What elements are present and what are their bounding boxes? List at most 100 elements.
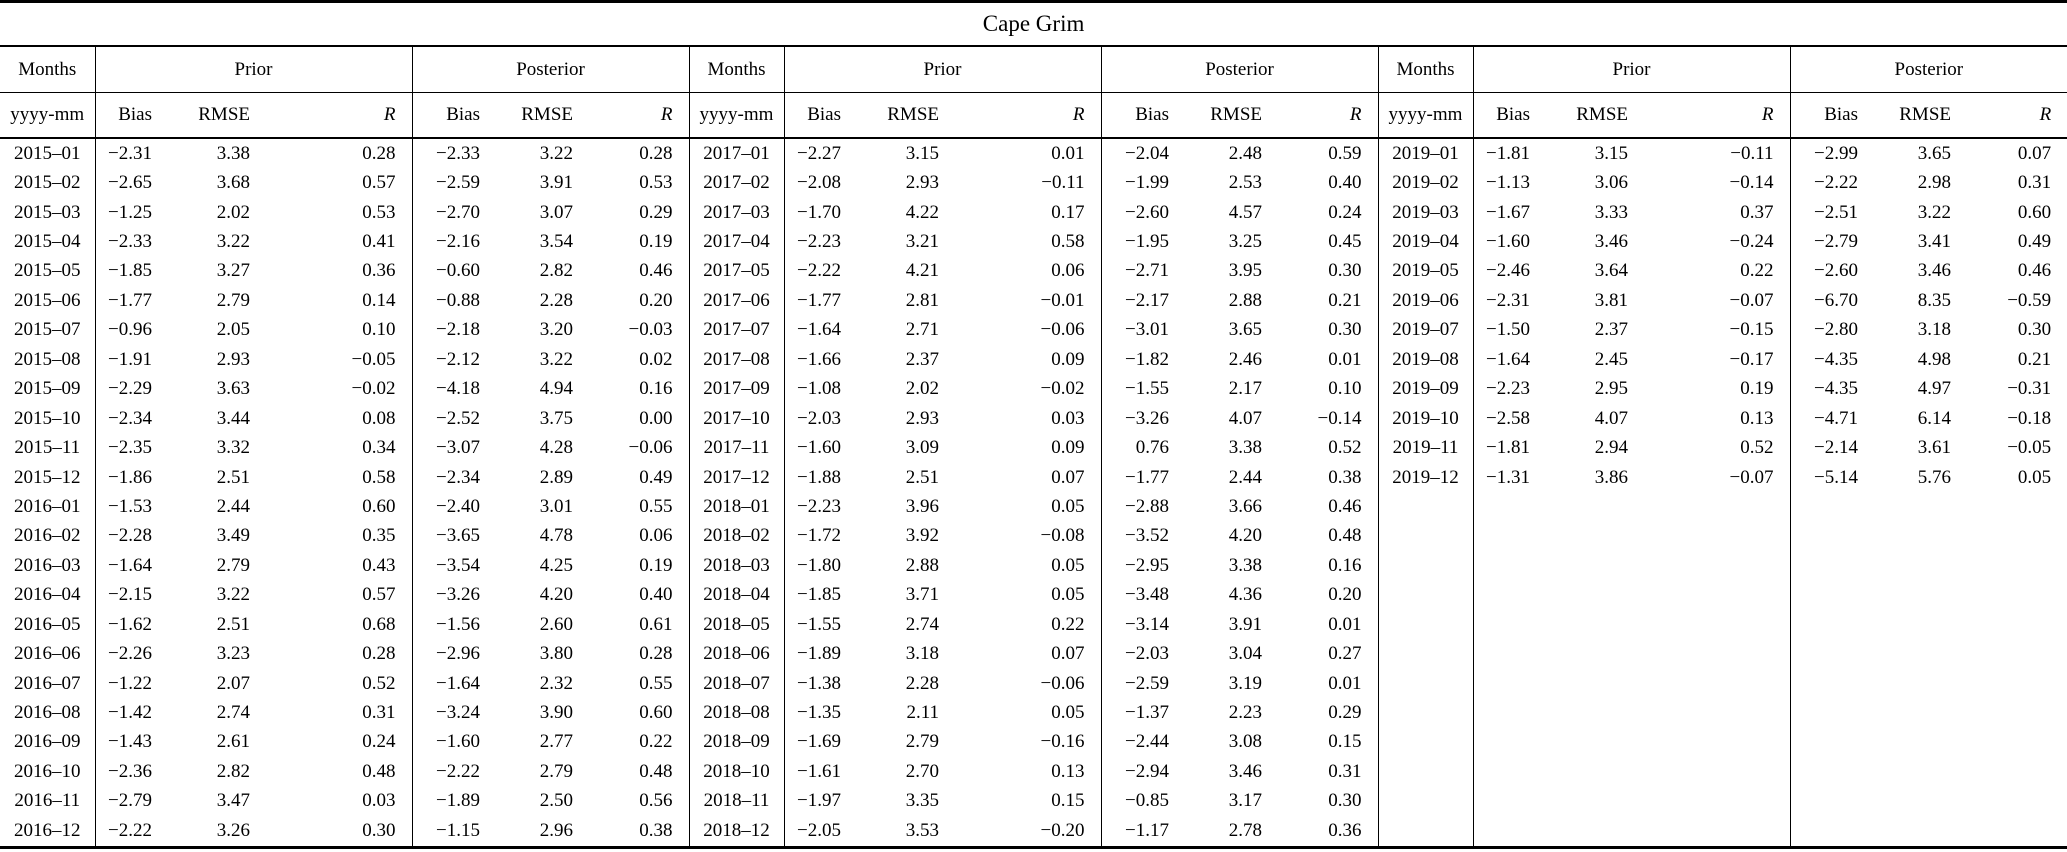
cell-prior-bias: [1473, 492, 1546, 521]
cell-posterior-bias: −1.56: [436, 613, 480, 635]
cell-posterior-rmse: 2.88: [1228, 289, 1262, 311]
cell-posterior-rmse: 3.22: [1917, 201, 1951, 223]
cell-posterior-rmse: 3.18: [1917, 319, 1951, 341]
cell-posterior-rmse: [1874, 669, 1967, 698]
cell-posterior-rmse: 2.23: [1228, 702, 1262, 724]
cell-posterior-r: [1967, 669, 2067, 698]
cell-posterior-r: [1967, 757, 2067, 786]
cell-prior-rmse: 3.15: [905, 142, 939, 164]
cell-prior-rmse: 3.38: [216, 142, 250, 164]
cell-prior-bias: −2.65: [108, 172, 152, 194]
cell-prior-rmse: [1546, 522, 1644, 551]
cell-posterior-bias: −2.04: [1125, 142, 1169, 164]
cell-prior-rmse: 2.94: [1594, 437, 1628, 459]
cell-month: 2016–11: [0, 786, 96, 817]
cell-posterior-r: 0.16: [589, 374, 690, 404]
cell-posterior-rmse: [1874, 639, 1967, 668]
cell-prior-bias: −1.66: [797, 348, 841, 370]
cell-posterior-r: 0.01: [1278, 610, 1379, 640]
cell-posterior-r: 0.55: [589, 668, 690, 699]
cell-prior-r: [1644, 610, 1791, 640]
cell-posterior-bias: −2.34: [436, 466, 480, 488]
cell-posterior-r: 0.53: [589, 168, 690, 198]
cell-prior-bias: −1.53: [108, 495, 152, 517]
cell-month: 2015–09: [0, 374, 96, 404]
cell-posterior-rmse: 3.41: [1917, 231, 1951, 253]
cell-prior-bias: −1.70: [797, 201, 841, 223]
cell-posterior-r: 0.21: [1278, 286, 1379, 316]
cell-prior-r: 0.10: [266, 315, 413, 346]
cell-month: 2018–09: [689, 727, 785, 758]
cell-month: 2015–11: [0, 433, 96, 463]
cell-posterior-rmse: 3.65: [1228, 319, 1262, 341]
cell-month: [1378, 727, 1474, 758]
cell-prior-r: 0.22: [1644, 256, 1791, 287]
cell-posterior-bias: −3.54: [436, 554, 480, 576]
cell-month: 2015–12: [0, 462, 96, 493]
cell-posterior-r: 0.15: [1278, 727, 1379, 758]
cell-posterior-r: 0.21: [2017, 348, 2052, 370]
cell-posterior-bias: −2.18: [436, 319, 480, 341]
cell-posterior-bias: −2.95: [1125, 554, 1169, 576]
cell-posterior-bias: [1790, 669, 1874, 698]
cell-prior-rmse: 2.51: [216, 613, 250, 635]
cell-posterior-bias: −1.82: [1125, 348, 1169, 370]
cell-month: 2019–10: [1378, 403, 1474, 434]
cell-posterior-rmse: 4.28: [539, 437, 573, 459]
cell-prior-r: 0.30: [266, 816, 413, 847]
cell-prior-r: [1644, 816, 1791, 847]
cell-prior-r: 0.01: [955, 138, 1102, 169]
table-body: 2015–01 −2.31 3.38 0.28 −2.33 3.22 0.28 2017–01…: [0, 138, 2067, 847]
cell-month: 2019–04: [1378, 227, 1474, 257]
cell-prior-r: −0.20: [955, 816, 1102, 847]
cell-prior-rmse: 2.44: [216, 495, 250, 517]
rmse-header: RMSE: [1546, 92, 1644, 139]
cell-prior-bias: −1.25: [108, 201, 152, 223]
cell-prior-r: 0.68: [266, 610, 413, 640]
cell-prior-r: 0.60: [266, 492, 413, 522]
cell-prior-bias: −2.08: [797, 172, 841, 194]
cell-posterior-r: 0.24: [1278, 197, 1379, 228]
cell-posterior-rmse: 3.25: [1228, 231, 1262, 253]
table-row: 2016–12 −2.22 3.26 0.30 −1.15 2.96 0.38 2018–12…: [0, 816, 2067, 847]
cell-prior-r: 0.52: [266, 668, 413, 699]
cell-posterior-bias: [1790, 728, 1874, 757]
table-row: 2015–06 −1.77 2.79 0.14 −0.88 2.28 0.20 2017–06…: [0, 286, 2067, 316]
table-group-header-row: Months Prior Posterior Months Prior Post…: [0, 46, 2067, 93]
cell-prior-bias: −1.67: [1486, 201, 1530, 223]
cell-prior-bias: −1.97: [797, 790, 841, 812]
months-header: Months: [0, 46, 96, 93]
cell-month: 2015–02: [0, 168, 96, 198]
cell-posterior-bias: −2.44: [1125, 731, 1169, 753]
cell-posterior-rmse: 4.98: [1917, 348, 1951, 370]
cell-posterior-r: 0.36: [1278, 816, 1379, 847]
table-row: 2015–09 −2.29 3.63 −0.02 −4.18 4.94 0.16 2017–0…: [0, 374, 2067, 404]
cell-month: 2019–01: [1378, 138, 1474, 169]
cell-prior-rmse: [1546, 639, 1644, 668]
cell-posterior-r: 0.46: [1278, 492, 1379, 522]
cell-prior-bias: −1.42: [108, 702, 152, 724]
cell-month: [1378, 757, 1474, 787]
cell-posterior-bias: −1.55: [1125, 378, 1169, 400]
cell-posterior-bias: −4.18: [436, 378, 480, 400]
r-header: R: [266, 92, 413, 139]
cell-posterior-bias: −2.70: [436, 201, 480, 223]
cell-posterior-rmse: 2.96: [539, 819, 573, 841]
cell-prior-r: −0.06: [955, 668, 1102, 699]
cell-posterior-r: [1967, 728, 2067, 757]
cell-prior-bias: [1473, 610, 1546, 639]
r-header: R: [1644, 92, 1791, 139]
cell-prior-bias: −2.03: [797, 407, 841, 429]
cell-posterior-bias: −1.17: [1125, 819, 1169, 841]
cell-posterior-bias: −2.80: [1814, 319, 1858, 341]
cell-posterior-r: 0.49: [2017, 231, 2052, 253]
cell-posterior-r: [1967, 522, 2067, 551]
r-header: R: [589, 92, 690, 139]
cell-month: 2019–12: [1378, 462, 1474, 493]
table-row: 2015–01 −2.31 3.38 0.28 −2.33 3.22 0.28 2017–01…: [0, 138, 2067, 169]
cell-prior-bias: [1473, 787, 1546, 816]
cell-posterior-bias: −3.26: [1125, 407, 1169, 429]
cell-posterior-rmse: [1874, 610, 1967, 639]
title-row: Cape Grim: [0, 1, 2067, 47]
